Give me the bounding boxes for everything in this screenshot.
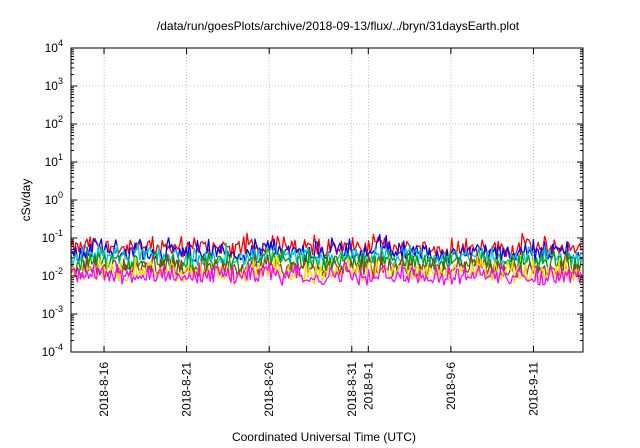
y-tick-label-base: 10 bbox=[42, 307, 56, 321]
y-tick-label-base: 10 bbox=[42, 345, 56, 359]
y-tick-label-base: 10 bbox=[42, 269, 56, 283]
y-tick-label-exponent: 2 bbox=[58, 114, 63, 124]
y-tick-label-base: 10 bbox=[45, 79, 59, 93]
y-tick-label-exponent: 1 bbox=[58, 152, 63, 162]
y-tick-label: 102 bbox=[45, 114, 63, 131]
y-tick-label: 101 bbox=[45, 152, 63, 169]
y-tick-label: 10-2 bbox=[42, 266, 63, 283]
x-tick-label: 2018-8-16 bbox=[97, 362, 111, 417]
y-tick-label-base: 10 bbox=[45, 41, 59, 55]
y-tick-label-base: 10 bbox=[45, 193, 59, 207]
x-tick-label: 2018-9-6 bbox=[444, 362, 458, 410]
y-tick-label-base: 10 bbox=[45, 117, 59, 131]
x-tick-label: 2018-8-31 bbox=[345, 362, 359, 417]
y-tick-label: 10-4 bbox=[42, 342, 63, 359]
y-tick-label-exponent: -1 bbox=[55, 228, 63, 238]
y-tick-label-exponent: -2 bbox=[55, 266, 63, 276]
y-tick-label-base: 10 bbox=[42, 231, 56, 245]
y-axis-label: cSv/day bbox=[19, 179, 33, 222]
x-axis-label: Coordinated Universal Time (UTC) bbox=[232, 430, 416, 444]
x-tick-label: 2018-9-11 bbox=[526, 362, 540, 416]
y-tick-label-base: 10 bbox=[45, 155, 59, 169]
series-line bbox=[70, 254, 582, 285]
y-tick-label-exponent: 0 bbox=[58, 190, 63, 200]
x-axis-ticks: 2018-8-16 2018-8-21 2018-8-26 2018-8-31 2018… bbox=[97, 48, 540, 417]
y-tick-label-exponent: -4 bbox=[55, 342, 63, 352]
x-tick-label: 2018-9-1 bbox=[361, 362, 375, 410]
y-tick-label-exponent: -3 bbox=[55, 304, 63, 314]
y-tick-label: 104 bbox=[45, 38, 63, 55]
series-group bbox=[70, 232, 583, 286]
series-line bbox=[70, 261, 583, 286]
y-tick-label: 100 bbox=[45, 190, 63, 207]
y-tick-label: 10-3 bbox=[42, 304, 63, 321]
y-tick-label-exponent: 4 bbox=[58, 38, 63, 48]
x-tick-label: 2018-8-21 bbox=[180, 362, 194, 417]
chart-title: /data/run/goesPlots/archive/2018-09-13/f… bbox=[157, 19, 520, 33]
y-tick-label: 10-1 bbox=[42, 228, 63, 245]
y-tick-label-exponent: 3 bbox=[58, 76, 63, 86]
y-tick-label: 103 bbox=[45, 76, 63, 93]
x-tick-label: 2018-8-26 bbox=[262, 362, 276, 417]
